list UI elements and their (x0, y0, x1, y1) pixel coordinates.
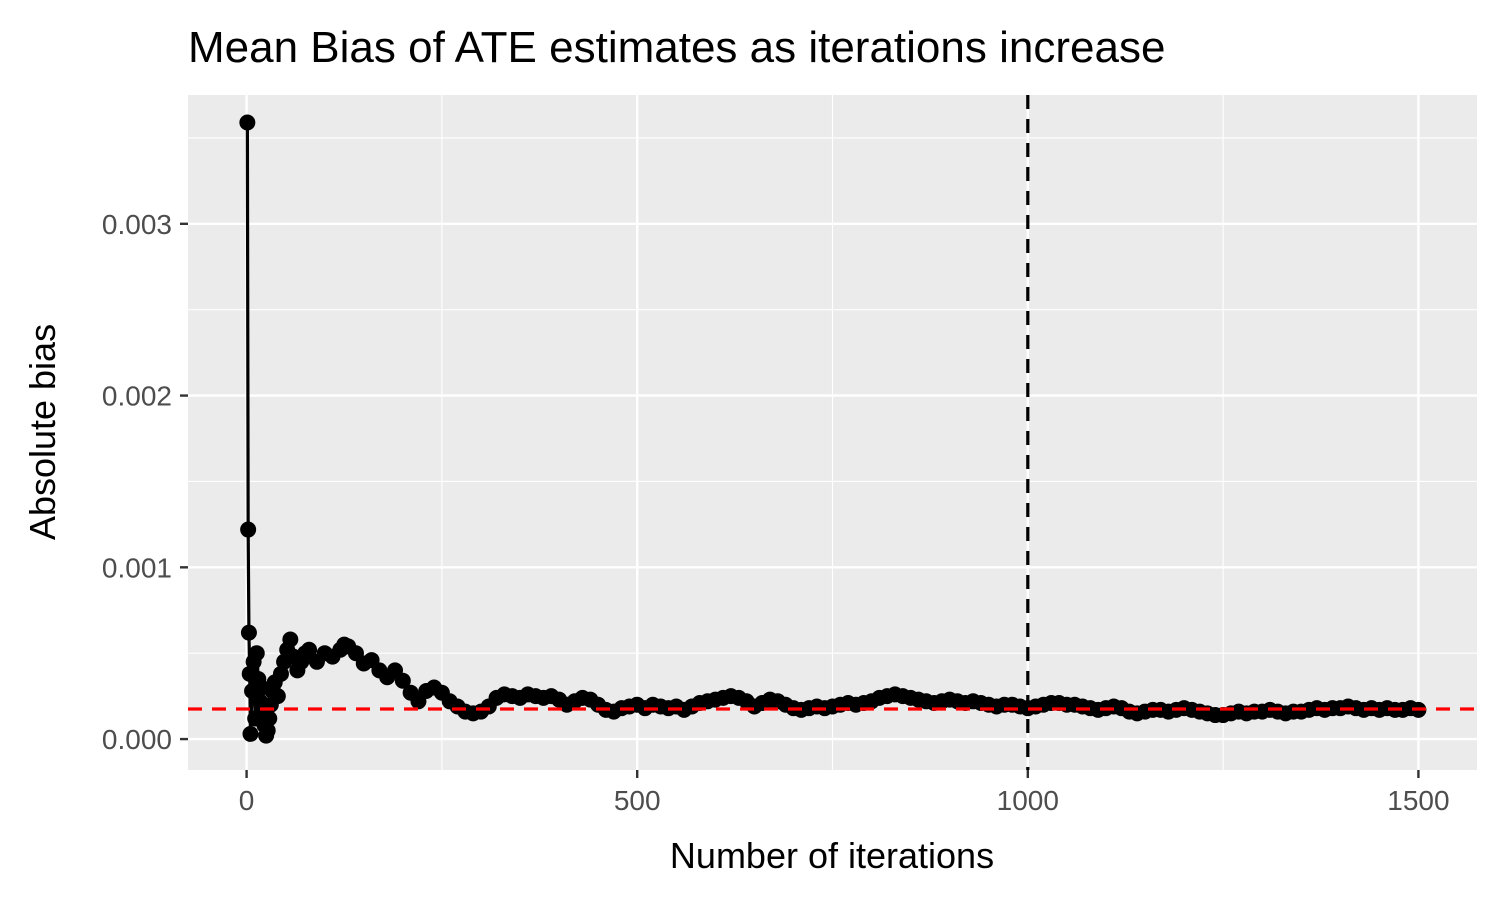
data-point (242, 725, 259, 742)
y-tick-label: 0.003 (102, 209, 172, 240)
data-point (272, 665, 289, 682)
data-point (269, 688, 286, 705)
data-point (240, 624, 257, 641)
data-point (239, 114, 256, 131)
axis-ticks (180, 222, 1420, 778)
y-axis-title: Absolute bias (22, 324, 63, 540)
data-point (259, 722, 276, 739)
data-point (248, 645, 265, 662)
minor-gridlines (188, 95, 1477, 770)
x-axis-title: Number of iterations (670, 835, 994, 876)
series-layer (239, 114, 1427, 744)
reference-lines (188, 95, 1477, 770)
data-point (261, 710, 278, 727)
tick-labels: 0 500 1000 1500 0.000 0.001 0.002 0.003 (102, 209, 1450, 816)
x-tick-label: 500 (614, 785, 661, 816)
y-tick-label: 0.002 (102, 381, 172, 412)
data-point (282, 631, 299, 648)
y-tick-label: 0.000 (102, 724, 172, 755)
data-point (240, 521, 257, 538)
y-tick-label: 0.001 (102, 552, 172, 583)
data-point (394, 672, 411, 689)
x-tick-label: 1500 (1387, 785, 1449, 816)
data-point (301, 641, 318, 658)
x-tick-label: 0 (239, 785, 255, 816)
chart-title: Mean Bias of ATE estimates as iterations… (188, 23, 1165, 72)
x-tick-label: 1000 (997, 785, 1059, 816)
